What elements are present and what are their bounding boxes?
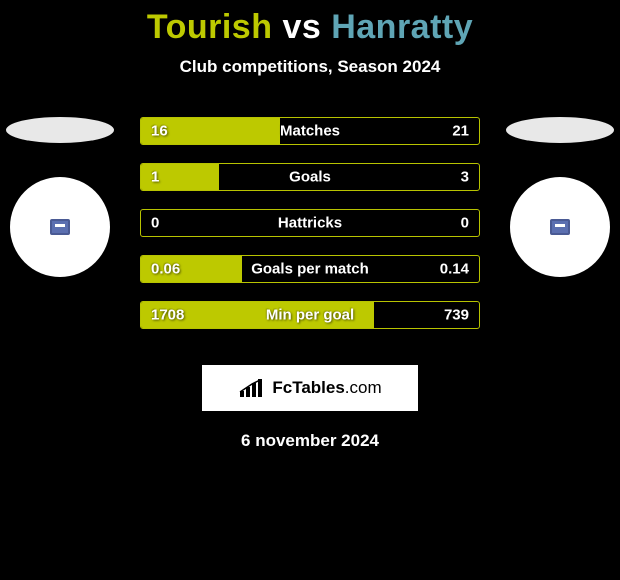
bar-value-right: 739 [444,307,469,324]
bar-value-left: 1708 [151,307,184,324]
right-player-column [500,117,620,277]
source-logo: FcTables.com [202,365,418,411]
bars-icon [238,377,264,399]
page-title: Tourish vs Hanratty [0,8,620,47]
left-player-column [0,117,120,277]
bar-value-left: 16 [151,123,168,140]
bar-value-left: 1 [151,169,159,186]
date-label: 6 november 2024 [0,431,620,451]
title-vs: vs [282,8,321,46]
title-left: Tourish [147,8,273,46]
logo-strong: FcTables [272,378,344,397]
comparison-bars: 16 Matches 21 1 Goals 3 0 Hattricks 0 0.06 Goals p… [120,117,500,347]
bar-value-right: 0.14 [440,261,469,278]
subtitle: Club competitions, Season 2024 [0,57,620,77]
bar-value-right: 21 [452,123,469,140]
shield-icon [50,219,70,235]
bar-value-left: 0 [151,215,159,232]
bar-label: Matches [280,123,340,140]
logo-text: FcTables.com [272,378,381,398]
stat-bar: 0.06 Goals per match 0.14 [140,255,480,283]
title-right: Hanratty [331,8,473,46]
right-flag-icon [506,117,614,143]
left-club-badge [10,177,110,277]
left-flag-icon [6,117,114,143]
stat-bar: 0 Hattricks 0 [140,209,480,237]
bar-label: Hattricks [278,215,342,232]
comparison-layout: 16 Matches 21 1 Goals 3 0 Hattricks 0 0.06 Goals p… [0,117,620,347]
bar-label: Min per goal [266,307,354,324]
bar-value-right: 3 [461,169,469,186]
bar-label: Goals per match [251,261,369,278]
stat-bar: 1 Goals 3 [140,163,480,191]
stat-bar: 16 Matches 21 [140,117,480,145]
bar-label: Goals [289,169,331,186]
stat-bar: 1708 Min per goal 739 [140,301,480,329]
shield-icon [550,219,570,235]
bar-value-left: 0.06 [151,261,180,278]
logo-light: .com [345,378,382,397]
bar-value-right: 0 [461,215,469,232]
right-club-badge [510,177,610,277]
